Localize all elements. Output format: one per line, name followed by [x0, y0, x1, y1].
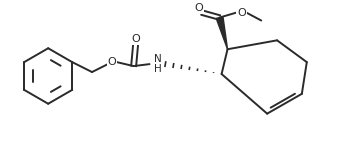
Text: O: O	[107, 57, 116, 67]
Text: O: O	[131, 34, 140, 44]
Polygon shape	[216, 17, 228, 49]
Text: N
H: N H	[154, 54, 161, 74]
Text: O: O	[195, 3, 203, 13]
Text: O: O	[237, 8, 246, 18]
